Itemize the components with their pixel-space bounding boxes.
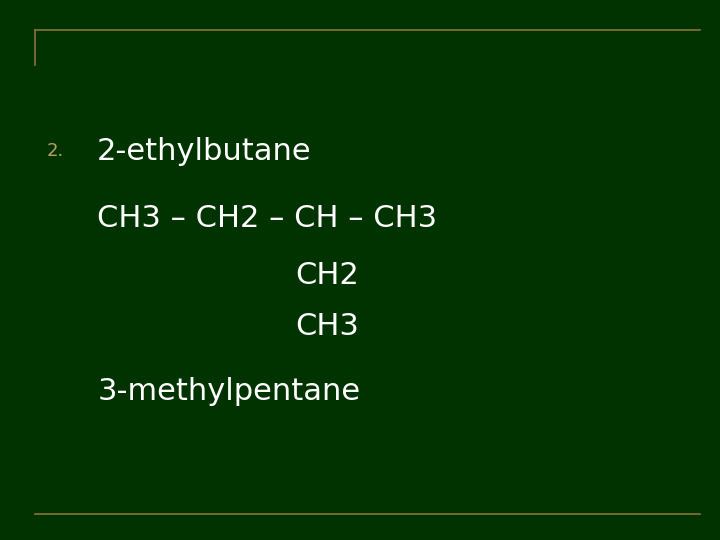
Text: CH2: CH2 bbox=[295, 261, 359, 290]
Text: 2-ethylbutane: 2-ethylbutane bbox=[97, 137, 312, 166]
Text: 2.: 2. bbox=[47, 142, 64, 160]
Text: 3-methylpentane: 3-methylpentane bbox=[97, 377, 360, 406]
Text: CH3 – CH2 – CH – CH3: CH3 – CH2 – CH – CH3 bbox=[97, 204, 437, 233]
Text: CH3: CH3 bbox=[295, 312, 359, 341]
